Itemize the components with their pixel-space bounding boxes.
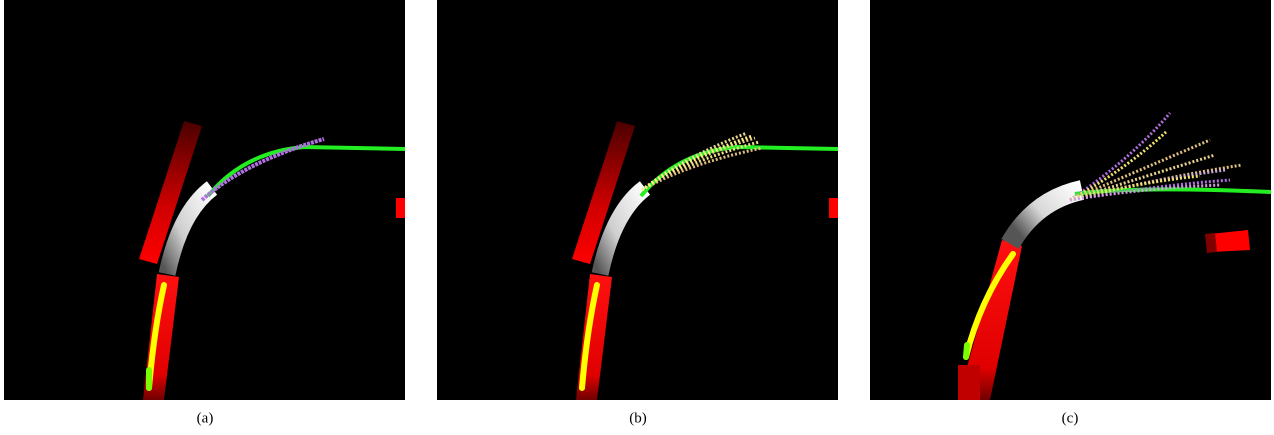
caption: (b) [629,410,647,426]
panel-b [437,0,839,400]
caption: (a) [197,410,214,426]
caption: (c) [1062,410,1079,426]
panel-c [870,0,1272,400]
panel-a [4,0,406,400]
